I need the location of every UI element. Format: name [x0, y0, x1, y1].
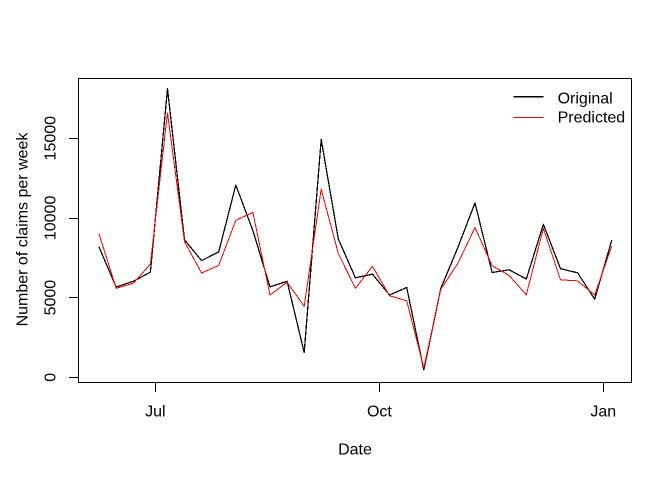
svg-text:Jan: Jan	[590, 404, 616, 421]
svg-text:Jul: Jul	[145, 404, 165, 421]
svg-text:Original: Original	[558, 90, 613, 107]
svg-text:15000: 15000	[43, 116, 60, 161]
svg-text:0: 0	[43, 373, 60, 382]
svg-text:Predicted: Predicted	[558, 110, 626, 127]
svg-text:Date: Date	[338, 442, 372, 459]
svg-text:10000: 10000	[43, 196, 60, 241]
svg-text:Oct: Oct	[367, 404, 392, 421]
svg-text:Number of claims per week: Number of claims per week	[15, 132, 32, 327]
svg-text:5000: 5000	[43, 280, 60, 316]
